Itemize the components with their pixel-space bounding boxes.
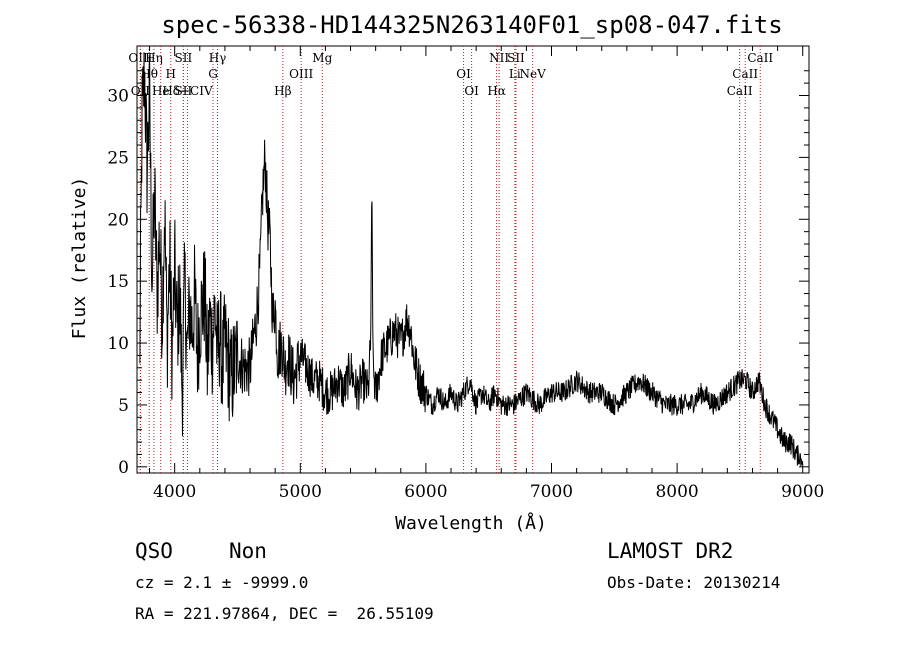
y-tick-label: 25 [107,148,129,168]
spectrum-line [139,52,804,467]
line-marker-label: Hγ [209,51,227,65]
object-class: QSO [135,539,173,563]
line-marker-label: OIII [289,67,313,81]
line-marker-label: OI [464,84,479,98]
line-marker-label: Mg [312,51,332,65]
x-tick-label: 7000 [530,482,573,502]
object-subclass: Non [229,539,267,563]
line-marker-label: Hδ+CIV [162,84,213,98]
y-tick-label: 20 [107,210,129,230]
y-tick-label: 0 [118,458,129,478]
x-tick-label: 8000 [655,482,698,502]
chart-title: spec-56338-HD144325N263140F01_sp08-047.f… [161,11,782,39]
y-axis-label: Flux (relative) [69,177,90,340]
line-marker-label: Hη [145,51,163,65]
axis-ticks: 4000 5000 6000 7000 8000 9000 0 5 10 15 20 25 30 [107,46,824,502]
line-marker-label: OI [456,67,471,81]
plot-frame [136,45,810,474]
line-marker-label: NII [489,51,509,65]
survey-name: LAMOST DR2 [607,539,734,563]
x-tick-label: 5000 [279,482,322,502]
x-tick-label: 6000 [404,482,447,502]
line-marker-label: Hβ [274,84,291,98]
y-tick-label: 30 [107,87,129,107]
line-marker-label: CaII [727,84,753,98]
line-marker-label: NeV [520,67,547,81]
x-tick-label: 9000 [781,482,824,502]
y-tick-label: 10 [107,334,129,354]
line-marker-label: H [166,67,176,81]
line-marker-label: Hα [487,84,506,98]
line-marker-label: Li [509,67,521,81]
observation-date: Obs-Date: 20130214 [607,573,781,592]
line-marker-label: SII [507,51,525,65]
y-tick-label: 15 [107,272,129,292]
y-tick-label: 5 [118,396,129,416]
redshift-line: cz = 2.1 ± -9999.0 [135,573,309,592]
x-tick-label: 4000 [153,482,196,502]
line-marker-label: CaII [747,51,773,65]
x-axis-label: Wavelength (Å) [395,512,547,534]
line-marker-label: G [208,67,218,81]
line-marker-label: He [152,84,170,98]
line-marker-label: CaII [732,67,758,81]
coordinates-line: RA = 221.97864, DEC = 26.55109 [135,604,434,623]
